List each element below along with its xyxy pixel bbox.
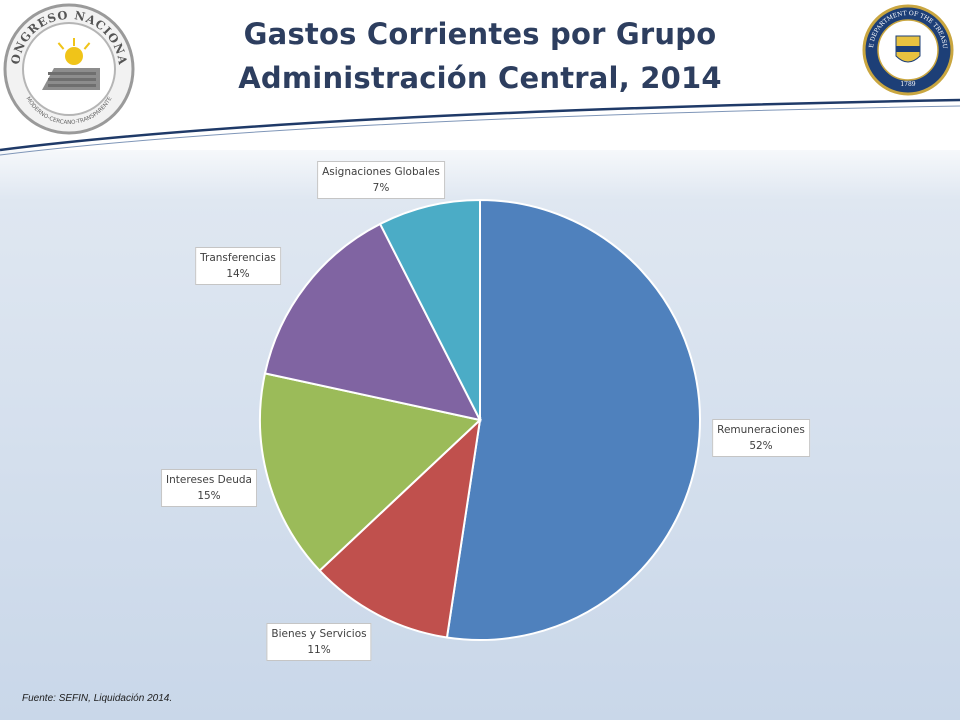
- data-label-percent: 11%: [307, 644, 331, 656]
- pie-slice-asignaciones-globales: [378, 198, 481, 421]
- slide-title: Gastos Corrientes por Grupo Administraci…: [180, 12, 780, 100]
- data-label-transferencias: Transferencias 14%: [195, 247, 281, 285]
- data-label-percent: 7%: [372, 182, 390, 194]
- data-label-asignaciones-globales: Asignaciones Globales 7%: [317, 161, 445, 199]
- data-label-percent: 15%: [197, 490, 221, 502]
- congress-seal-icon: CONGRESO NACIONAL MODERNO-CERCANO-TRANSP…: [2, 2, 135, 135]
- data-label-percent: 52%: [749, 440, 773, 452]
- data-label-bienes-y-servicios: Bienes y Servicios 11%: [266, 623, 372, 661]
- source-footnote: Fuente: SEFIN, Liquidación 2014.: [22, 693, 173, 704]
- data-label-remuneraciones: Remuneraciones 52%: [712, 419, 810, 457]
- svg-text:1789: 1789: [900, 81, 915, 88]
- data-label-percent: 14%: [226, 268, 250, 280]
- data-label-name: Bienes y Servicios: [271, 628, 367, 640]
- data-label-name: Transferencias: [200, 252, 276, 264]
- title-line-1: Gastos Corrientes por Grupo: [243, 17, 717, 51]
- header-band: [0, 0, 960, 150]
- pie-slice-intereses-deuda: [259, 372, 483, 573]
- data-label-name: Remuneraciones: [717, 424, 805, 436]
- data-label-name: Asignaciones Globales: [322, 166, 440, 178]
- data-label-name: Intereses Deuda: [166, 474, 252, 486]
- pie-slice-transferencias: [263, 222, 482, 422]
- pie-slice-bienes-y-servicios: [318, 417, 482, 639]
- title-line-2: Administración Central, 2014: [238, 61, 722, 95]
- pie-slice-remuneraciones: [445, 198, 701, 641]
- header-divider: [0, 98, 960, 156]
- data-label-intereses-deuda: Intereses Deuda 15%: [161, 469, 257, 507]
- treasury-seal-icon: THE DEPARTMENT OF THE TREASURY 1789: [862, 4, 954, 96]
